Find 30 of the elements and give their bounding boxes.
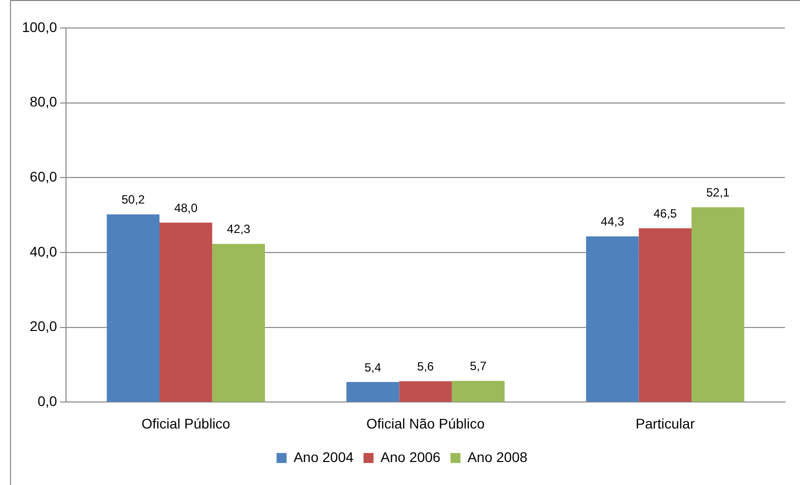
data-label: 5,6 <box>417 360 434 374</box>
data-label: 48,0 <box>174 200 198 215</box>
legend-label: Ano 2008 <box>467 448 528 465</box>
bar <box>638 228 692 402</box>
x-tick-label: Oficial Não Público <box>366 415 485 432</box>
bar <box>452 380 505 402</box>
data-label: 46,5 <box>653 206 678 221</box>
legend-label: Ano 2004 <box>294 448 354 465</box>
bar <box>692 207 744 402</box>
y-tick-label: 60,0 <box>30 168 58 185</box>
data-label: 5,4 <box>364 360 382 374</box>
y-tick-label: 40,0 <box>30 243 58 260</box>
x-tick-label: Particular <box>636 415 696 432</box>
data-label: 44,3 <box>600 214 624 229</box>
data-label: 42,3 <box>226 222 251 236</box>
y-tick-label: 0,0 <box>38 393 58 410</box>
bar <box>212 244 265 402</box>
bar <box>346 382 400 402</box>
legend-label: Ano 2006 <box>380 448 441 465</box>
data-label: 52,1 <box>706 186 730 200</box>
data-label: 50,2 <box>121 192 146 207</box>
y-tick-label: 100,0 <box>22 18 58 35</box>
bar <box>399 381 452 402</box>
bar <box>106 214 160 402</box>
data-label: 5,7 <box>470 359 487 374</box>
x-tick-label: Oficial Público <box>142 415 230 432</box>
bar <box>160 222 212 402</box>
y-tick-label: 20,0 <box>30 318 58 334</box>
bar <box>586 236 639 402</box>
y-tick-label: 80,0 <box>30 94 58 110</box>
